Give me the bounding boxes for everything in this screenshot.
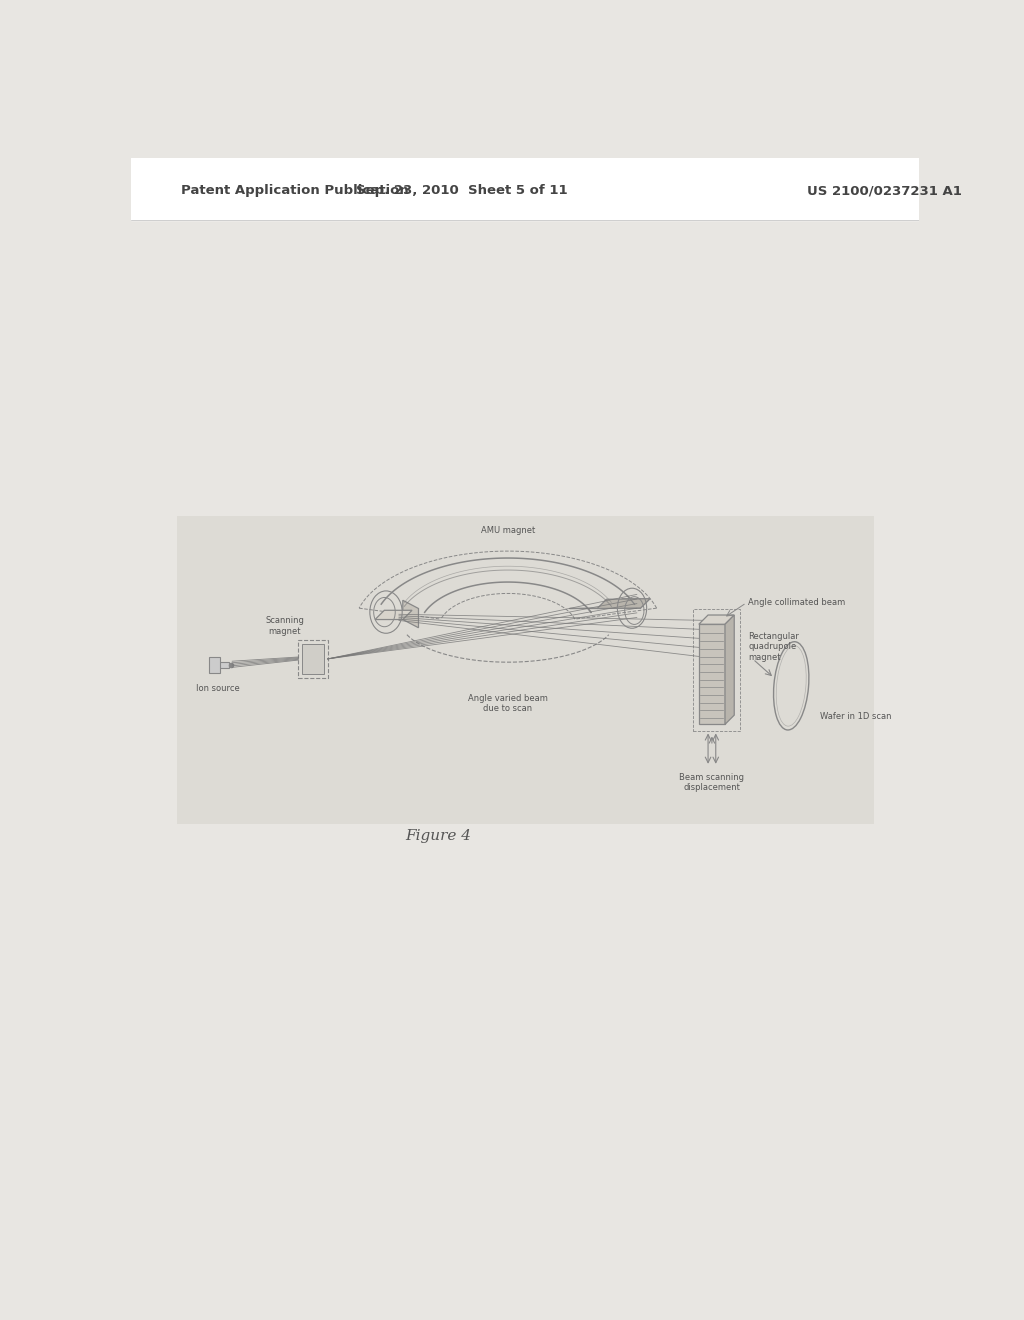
Text: Rectangular
quadrupole
magnet: Rectangular quadrupole magnet: [749, 632, 799, 661]
Text: Scanning
magnet: Scanning magnet: [265, 616, 304, 636]
Text: Wafer in 1D scan: Wafer in 1D scan: [820, 713, 892, 721]
Text: Angle varied beam
due to scan: Angle varied beam due to scan: [468, 693, 548, 713]
Bar: [214, 663, 229, 668]
Bar: [692, 609, 740, 730]
Polygon shape: [613, 599, 650, 609]
Text: Angle collimated beam: Angle collimated beam: [749, 598, 846, 607]
Text: AMU magnet: AMU magnet: [480, 525, 535, 535]
Polygon shape: [725, 615, 734, 725]
Text: Beam scanning
displacement: Beam scanning displacement: [679, 774, 744, 792]
Bar: [209, 657, 220, 673]
Bar: [177, 516, 873, 825]
Polygon shape: [375, 610, 412, 619]
Text: Patent Application Publication: Patent Application Publication: [180, 185, 409, 197]
Polygon shape: [698, 615, 734, 624]
Text: Figure 4: Figure 4: [406, 829, 472, 843]
Polygon shape: [402, 601, 419, 628]
Bar: [302, 644, 324, 675]
Text: Sep. 23, 2010  Sheet 5 of 11: Sep. 23, 2010 Sheet 5 of 11: [356, 185, 567, 197]
Text: US 2100/0237231 A1: US 2100/0237231 A1: [807, 185, 962, 197]
Bar: [131, 158, 920, 220]
Polygon shape: [597, 599, 650, 609]
Bar: [698, 624, 725, 725]
Bar: [298, 640, 328, 678]
Text: Ion source: Ion source: [196, 684, 240, 693]
